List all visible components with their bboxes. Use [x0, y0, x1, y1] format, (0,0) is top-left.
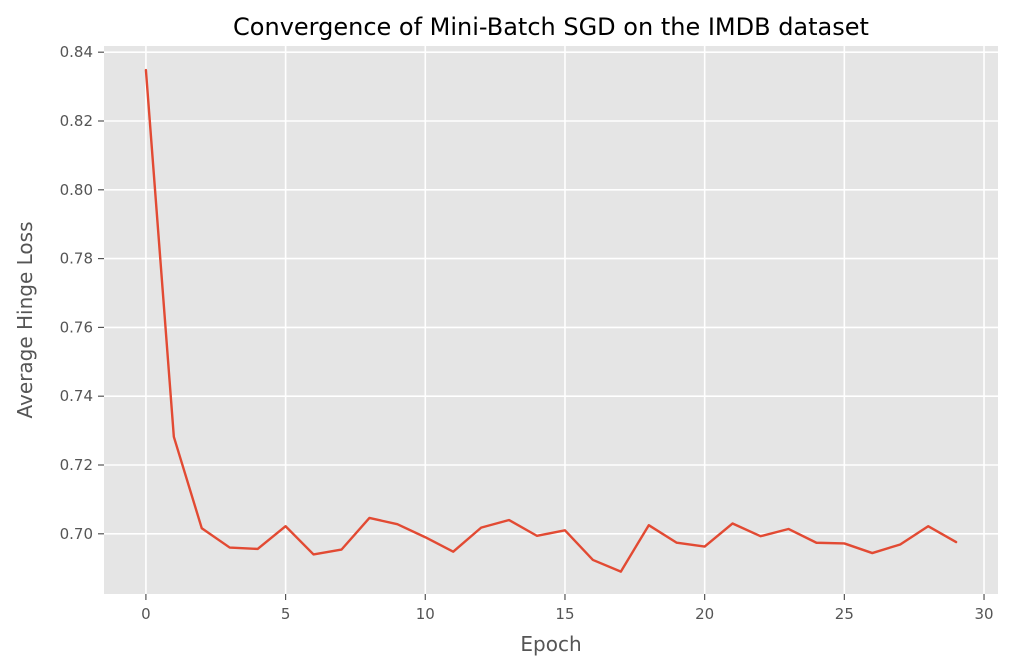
- x-tick-label: 0: [141, 605, 151, 623]
- y-tick-label: 0.80: [60, 181, 93, 199]
- y-axis-label: Average Hinge Loss: [13, 222, 37, 419]
- x-tick-label: 20: [695, 605, 714, 623]
- y-tick-label: 0.76: [60, 318, 93, 336]
- series-line: [144, 68, 958, 573]
- plot-background: [104, 46, 998, 594]
- y-tick-label: 0.74: [60, 387, 93, 405]
- y-gridlines: [104, 51, 998, 535]
- x-tick-label: 5: [281, 605, 291, 623]
- x-gridlines: [145, 46, 985, 594]
- x-tick-label: 15: [555, 605, 574, 623]
- y-tick-label: 0.70: [60, 525, 93, 543]
- y-axis-ticks: 0.70 0.72 0.74 0.76 0.78 0.80 0.82 0.84: [60, 43, 104, 543]
- x-axis-ticks: 0 5 10 15 20 25 30: [141, 594, 994, 623]
- y-tick-label: 0.84: [60, 43, 93, 61]
- x-tick-label: 25: [835, 605, 854, 623]
- chart-title: Convergence of Mini-Batch SGD on the IMD…: [233, 13, 869, 41]
- y-tick-label: 0.82: [60, 112, 93, 130]
- x-axis-label: Epoch: [520, 632, 581, 656]
- y-tick-label: 0.72: [60, 456, 93, 474]
- y-tick-label: 0.78: [60, 250, 93, 268]
- x-tick-label: 10: [416, 605, 435, 623]
- x-tick-label: 30: [974, 605, 993, 623]
- series-layer: [144, 68, 958, 573]
